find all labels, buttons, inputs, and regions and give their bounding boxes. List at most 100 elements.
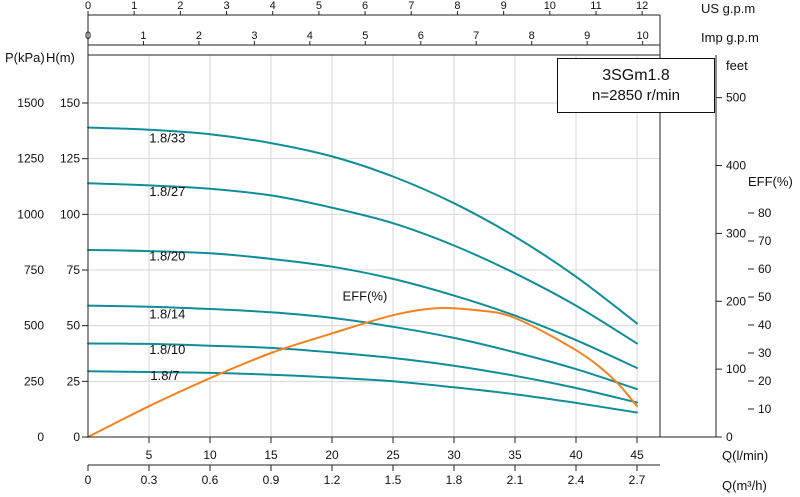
tick-label: 2.4	[568, 473, 585, 487]
tick-label: 30	[758, 346, 772, 360]
tick-label: 10	[636, 30, 648, 42]
tick-label: 100	[726, 362, 746, 376]
curve-label: EFF(%)	[343, 289, 388, 304]
tick-label: 2	[196, 30, 202, 42]
axis-text: 0 1 2 3 4 5 6 7 8 9 10 11 120 1 2 3 4 5 6 7 8 9 10150125100755…	[17, 0, 771, 487]
tick-label: 2	[177, 0, 183, 12]
tick-label: 500	[24, 319, 44, 333]
curve-1-8-27	[87, 182, 638, 345]
tick-label: 5	[316, 0, 322, 12]
tick-label: 40	[758, 318, 772, 332]
tick-label: 8	[454, 0, 460, 12]
tick-label: 15	[264, 448, 278, 462]
tick-label: 1000	[17, 207, 44, 221]
tick-label: 100	[60, 207, 80, 221]
tick-label: 10	[203, 448, 217, 462]
curve-eff	[87, 306, 638, 438]
tick-label: 45	[630, 448, 644, 462]
tick-label: 3	[251, 30, 257, 42]
feet-axis-label: feet	[726, 58, 748, 73]
curve-1-8-7	[87, 370, 638, 414]
tick-label: 35	[508, 448, 522, 462]
tick-label: 1250	[17, 152, 44, 166]
tick-label: 200	[726, 294, 746, 308]
tick-label: 70	[758, 234, 772, 248]
plot-border	[87, 54, 661, 438]
curve-1-8-10	[87, 342, 638, 404]
tick-label: 0	[85, 0, 91, 12]
eff-axis-label: EFF(%)	[748, 174, 793, 189]
curve-label: 1.8/14	[149, 307, 185, 322]
tick-label: 20	[758, 374, 772, 388]
tick-label: 6	[418, 30, 424, 42]
tick-label: 40	[569, 448, 583, 462]
tick-label: 4	[307, 30, 313, 42]
tick-label: 2.7	[629, 473, 646, 487]
pump-model-text: 3SGm1.8	[602, 67, 670, 84]
tick-label: 25	[386, 448, 400, 462]
q-m3h-axis-label: Q(m³/h)	[722, 478, 767, 493]
tick-label: 300	[726, 226, 746, 240]
curve-label: 1.8/33	[149, 131, 185, 146]
tick-label: 125	[60, 152, 80, 166]
tick-label: 8	[529, 30, 535, 42]
curve-1-8-20	[87, 249, 638, 369]
curve-labels: 1.8/33 1.8/27 1.8/20 1.8/14 1.8/10 1.8/7 EFF(%…	[149, 131, 387, 383]
tick-label: 1	[140, 30, 146, 42]
tick-label: 9	[501, 0, 507, 12]
tick-label: 11	[590, 0, 601, 12]
tick-label: 75	[67, 263, 81, 277]
tick-label: 2.1	[507, 473, 524, 487]
curve-label: 1.8/20	[149, 249, 185, 264]
curve-label: 1.8/27	[149, 184, 185, 199]
q-lmin-axis-label: Q(l/min)	[722, 448, 769, 463]
tick-label: 25	[67, 374, 81, 388]
tick-label: 1.5	[385, 473, 402, 487]
tick-label: 3	[223, 0, 229, 12]
p-axis-label: P(kPa)	[5, 50, 45, 65]
tick-label: 0.6	[202, 473, 219, 487]
tick-label: 20	[325, 448, 339, 462]
curve-1-8-33	[87, 126, 638, 325]
tick-label: 60	[758, 262, 772, 276]
tick-label: 50	[67, 319, 81, 333]
tick-label: 1500	[17, 96, 44, 110]
tick-label: 6	[362, 0, 368, 12]
tick-label: 0.3	[141, 473, 158, 487]
tick-label: 250	[24, 374, 44, 388]
tick-label: 500	[726, 91, 746, 105]
tick-label: 30	[447, 448, 461, 462]
imp-gpm-axis-label: Imp g.p.m	[701, 30, 759, 45]
tick-label: 7	[408, 0, 414, 12]
curve-label: 1.8/10	[149, 342, 185, 357]
tick-label: 0.9	[263, 473, 280, 487]
tick-label: 5	[146, 448, 153, 462]
tick-label: 1.8	[446, 473, 463, 487]
tick-label: 80	[758, 206, 772, 220]
tick-label: 400	[726, 159, 746, 173]
tick-label: 12	[636, 0, 648, 12]
tick-label: 1	[131, 0, 137, 12]
tick-label: 50	[758, 290, 772, 304]
us-gpm-axis-label: US g.p.m	[701, 1, 756, 16]
tick-label: 10	[758, 402, 772, 416]
tick-label: 0	[726, 430, 733, 444]
curve-label: 1.8/7	[150, 368, 179, 383]
tick-label: 7	[473, 30, 479, 42]
tick-label: 5	[362, 30, 368, 42]
tick-label: 9	[584, 30, 590, 42]
pump-model-box: 3SGm1.8 n=2850 r/min	[557, 58, 715, 113]
tick-label: 4	[270, 0, 276, 12]
tick-label: 10	[544, 0, 556, 12]
curves	[87, 126, 638, 438]
h-axis-label: H(m)	[46, 50, 75, 65]
tick-label: 0	[85, 30, 91, 42]
tick-label: 150	[60, 96, 80, 110]
tick-label: 0	[37, 430, 44, 444]
tick-label: 0	[85, 473, 92, 487]
tick-label: 750	[24, 263, 44, 277]
tick-label: 1.2	[324, 473, 341, 487]
pump-speed-text: n=2850 r/min	[592, 87, 680, 104]
